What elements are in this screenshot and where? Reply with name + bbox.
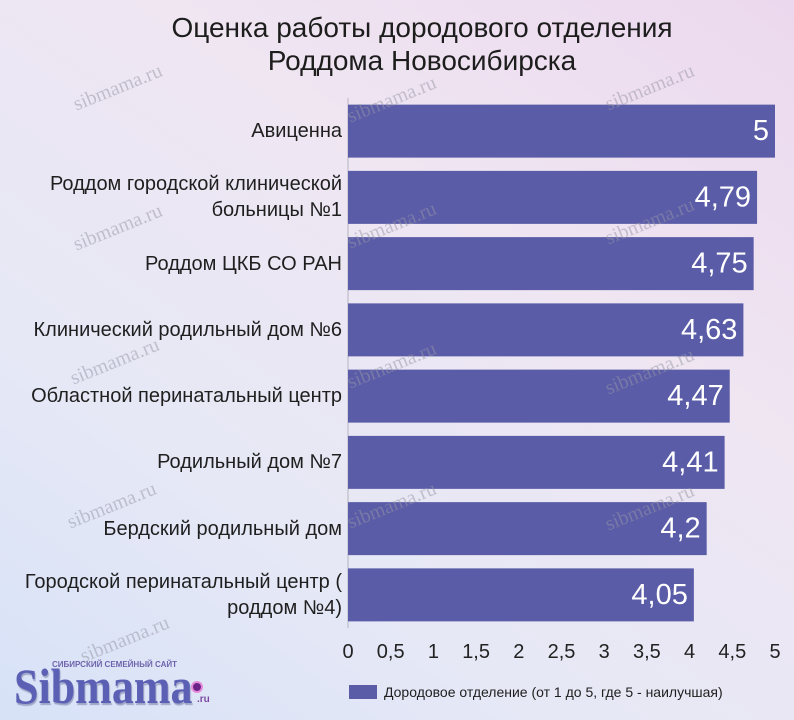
value-label: 4,47 (667, 380, 723, 412)
logo-name: Sibmama (14, 658, 193, 714)
x-tick-label: 0 (342, 641, 353, 663)
bar (348, 435, 725, 489)
x-tick-label: 3 (599, 641, 610, 663)
category-label: Роддом городской клинической больницы №1 (49, 173, 342, 222)
bar (348, 369, 730, 423)
bar (348, 502, 707, 556)
bar (348, 568, 694, 622)
legend-swatch (349, 685, 377, 699)
x-tick-label: 1 (428, 641, 439, 663)
category-label: Роддом ЦКБ СО РАН (145, 252, 342, 275)
value-label: 4,2 (660, 513, 700, 545)
value-label: 4,79 (695, 181, 751, 213)
value-label: 4,05 (631, 579, 687, 611)
category-label: Городской перинатальный центр ( роддом №… (24, 570, 342, 619)
logo-dot-icon (191, 681, 203, 693)
x-tick-label: 0,5 (377, 641, 405, 663)
value-label: 4,41 (662, 446, 718, 478)
category-label: Авиценна (251, 120, 342, 143)
chart-title: Оценка работы дородового отделения Роддо… (171, 12, 673, 76)
x-tick-label: 3,5 (633, 641, 661, 663)
logo-tagline: СИБИРСКИЙ СЕМЕЙНЫЙ САЙТ (52, 660, 177, 669)
x-tick-label: 5 (769, 641, 780, 663)
category-label: Родильный дом №7 (157, 451, 342, 474)
x-tick-label: 2 (513, 641, 524, 663)
value-label: 5 (753, 115, 769, 147)
x-tick-label: 2,5 (548, 641, 576, 663)
legend: Дородовое отделение (от 1 до 5, где 5 - … (349, 684, 723, 700)
value-label: 4,63 (681, 314, 737, 346)
bar (348, 104, 775, 158)
bar (348, 237, 754, 291)
category-label: Клинический родильный дом №6 (33, 318, 342, 341)
legend-label: Дородовое отделение (от 1 до 5, где 5 - … (384, 684, 723, 700)
category-label: Областной перинатальный центр (31, 385, 342, 408)
category-label: Бердский родильный дом (103, 517, 342, 540)
x-tick-label: 4,5 (718, 641, 746, 663)
value-label: 4,75 (691, 248, 747, 280)
bar (348, 170, 758, 224)
bar (348, 303, 744, 357)
x-tick-label: 1,5 (462, 641, 490, 663)
x-tick-label: 4 (684, 641, 695, 663)
logo-suffix: .ru (197, 694, 210, 705)
